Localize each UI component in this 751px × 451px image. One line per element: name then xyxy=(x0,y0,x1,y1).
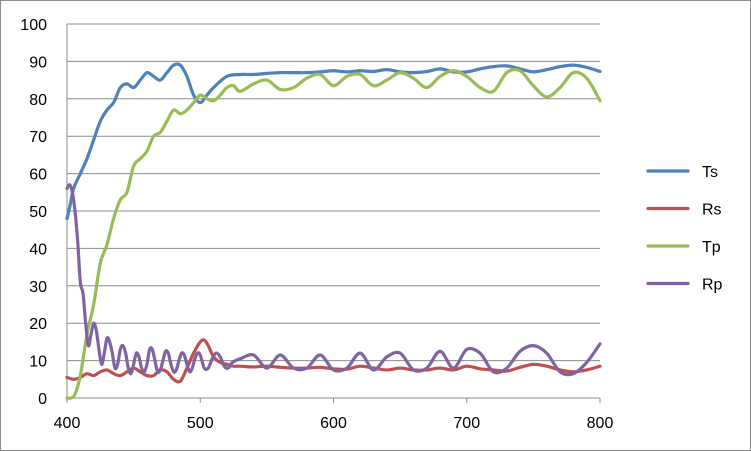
y-tick-label: 30 xyxy=(29,279,47,296)
legend-label-tp: Tp xyxy=(702,239,721,256)
x-tick-label: 400 xyxy=(54,415,81,432)
y-tick-label: 100 xyxy=(20,17,47,34)
x-tick-label: 500 xyxy=(187,415,214,432)
y-tick-labels: 0 10 20 30 40 50 60 70 80 90 100 xyxy=(20,17,47,408)
y-tick-label: 80 xyxy=(29,92,47,109)
axes xyxy=(66,24,601,403)
x-tick-label: 700 xyxy=(453,415,480,432)
series-line-tp xyxy=(65,67,602,400)
series-line-rp xyxy=(65,183,602,377)
y-tick-label: 50 xyxy=(29,204,47,221)
y-tick-label: 70 xyxy=(29,129,47,146)
series-line-rs xyxy=(65,338,602,384)
y-tick-label: 90 xyxy=(29,54,47,71)
legend-label-rp: Rp xyxy=(702,277,723,294)
series-line-ts xyxy=(65,62,602,221)
series-lines xyxy=(65,62,602,400)
gridlines xyxy=(67,23,600,362)
y-tick-label: 20 xyxy=(29,316,47,333)
y-tick-label: 10 xyxy=(29,354,47,371)
y-tick-label: 40 xyxy=(29,241,47,258)
y-tick-label: 0 xyxy=(38,391,47,408)
x-tick-label: 600 xyxy=(320,415,347,432)
x-tick-labels: 400 500 600 700 800 xyxy=(54,415,614,432)
x-tick-label: 800 xyxy=(587,415,614,432)
legend-label-rs: Rs xyxy=(702,202,722,219)
legend: Ts Rs Tp Rp xyxy=(646,164,723,294)
legend-label-ts: Ts xyxy=(702,164,718,181)
y-tick-label: 60 xyxy=(29,167,47,184)
